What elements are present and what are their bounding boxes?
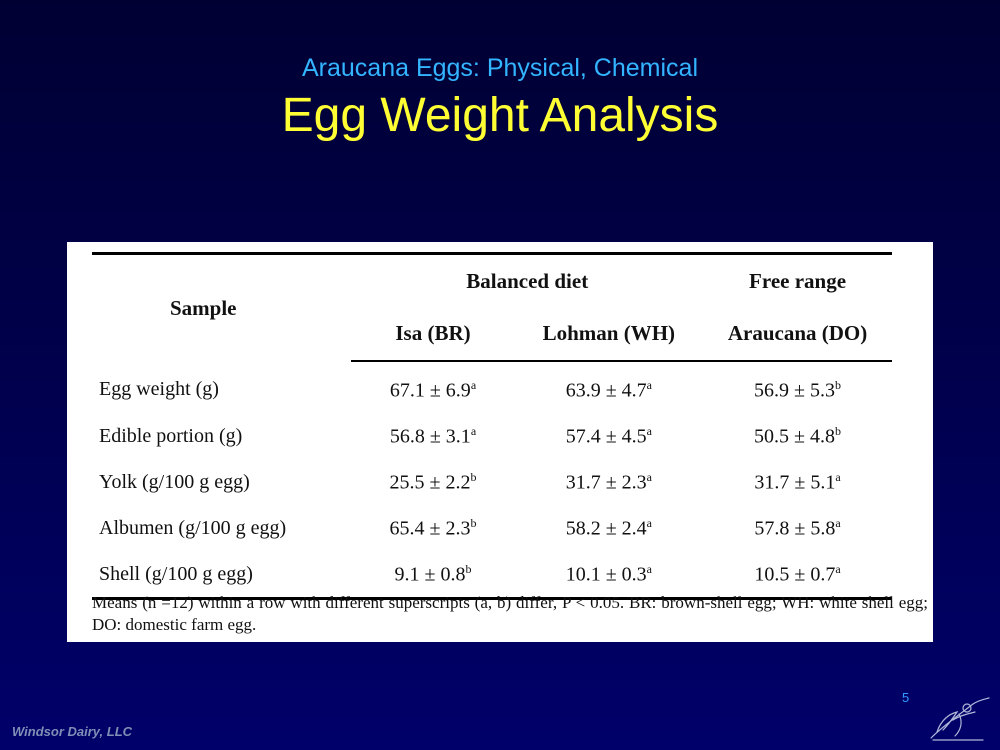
cell-araucana: 57.8 ± 5.8a [754, 515, 841, 540]
header-balanced-diet: Balanced diet [351, 252, 704, 307]
cell-araucana: 56.9 ± 5.3b [754, 377, 842, 402]
row-label: Shell (g/100 g egg) [92, 551, 352, 600]
table-footnote: Means (n =12) within a row with differen… [92, 593, 928, 634]
quill-sketch-icon [930, 697, 990, 741]
table-row: Shell (g/100 g egg) 9.1 ± 0.8b 10.1 ± 0.… [92, 551, 892, 600]
row-label: Egg weight (g) [99, 378, 219, 400]
row-label: Yolk (g/100 g egg) [99, 470, 250, 493]
table-row: Albumen (g/100 g egg) 65.4 ± 2.3b 58.2 ±… [92, 505, 892, 551]
cell-lohman: 63.9 ± 4.7a [565, 377, 652, 402]
cell-lohman: 10.1 ± 0.3a [514, 551, 704, 600]
table-row: Egg weight (g) 67.1 ± 6.9a 63.9 ± 4.7a 5… [92, 361, 892, 413]
header-araucana: Araucana (DO) [703, 307, 892, 362]
cell-araucana: 50.5 ± 4.8b [754, 423, 842, 448]
header-sample: Sample [92, 252, 352, 361]
cell-araucana: 31.7 ± 5.1a [754, 469, 841, 494]
cell-isa: 56.8 ± 3.1a [389, 423, 477, 448]
row-label: Edible portion (g) [99, 424, 243, 447]
cell-isa: 65.4 ± 2.3b [389, 515, 477, 540]
table-row: Edible portion (g) 56.8 ± 3.1a 57.4 ± 4.… [92, 413, 892, 459]
cell-lohman: 31.7 ± 2.3a [565, 469, 652, 494]
slide-subtitle: Araucana Eggs: Physical, Chemical [301, 54, 699, 82]
header-isa: Isa (BR) [351, 307, 515, 362]
cell-lohman: 58.2 ± 2.4a [565, 515, 652, 540]
egg-weight-table: Sample Balanced diet Free range Isa (BR)… [92, 252, 892, 600]
slide-title: Egg Weight Analysis [281, 89, 719, 142]
header-free-range: Free range [703, 252, 892, 307]
cell-isa: 25.5 ± 2.2b [389, 469, 477, 494]
company-name: Windsor Dairy, LLC [12, 724, 133, 739]
cell-isa: 67.1 ± 6.9a [389, 377, 477, 402]
row-label: Albumen (g/100 g egg) [99, 516, 287, 539]
page-number: 5 [902, 690, 910, 705]
cell-lohman: 57.4 ± 4.5a [565, 423, 652, 448]
cell-isa: 9.1 ± 0.8b [351, 551, 515, 600]
header-lohman: Lohman (WH) [514, 307, 704, 362]
table-image-panel: Sample Balanced diet Free range Isa (BR)… [67, 242, 933, 642]
table-row: Yolk (g/100 g egg) 25.5 ± 2.2b 31.7 ± 2.… [92, 459, 892, 505]
cell-araucana: 10.5 ± 0.7a [703, 551, 892, 600]
